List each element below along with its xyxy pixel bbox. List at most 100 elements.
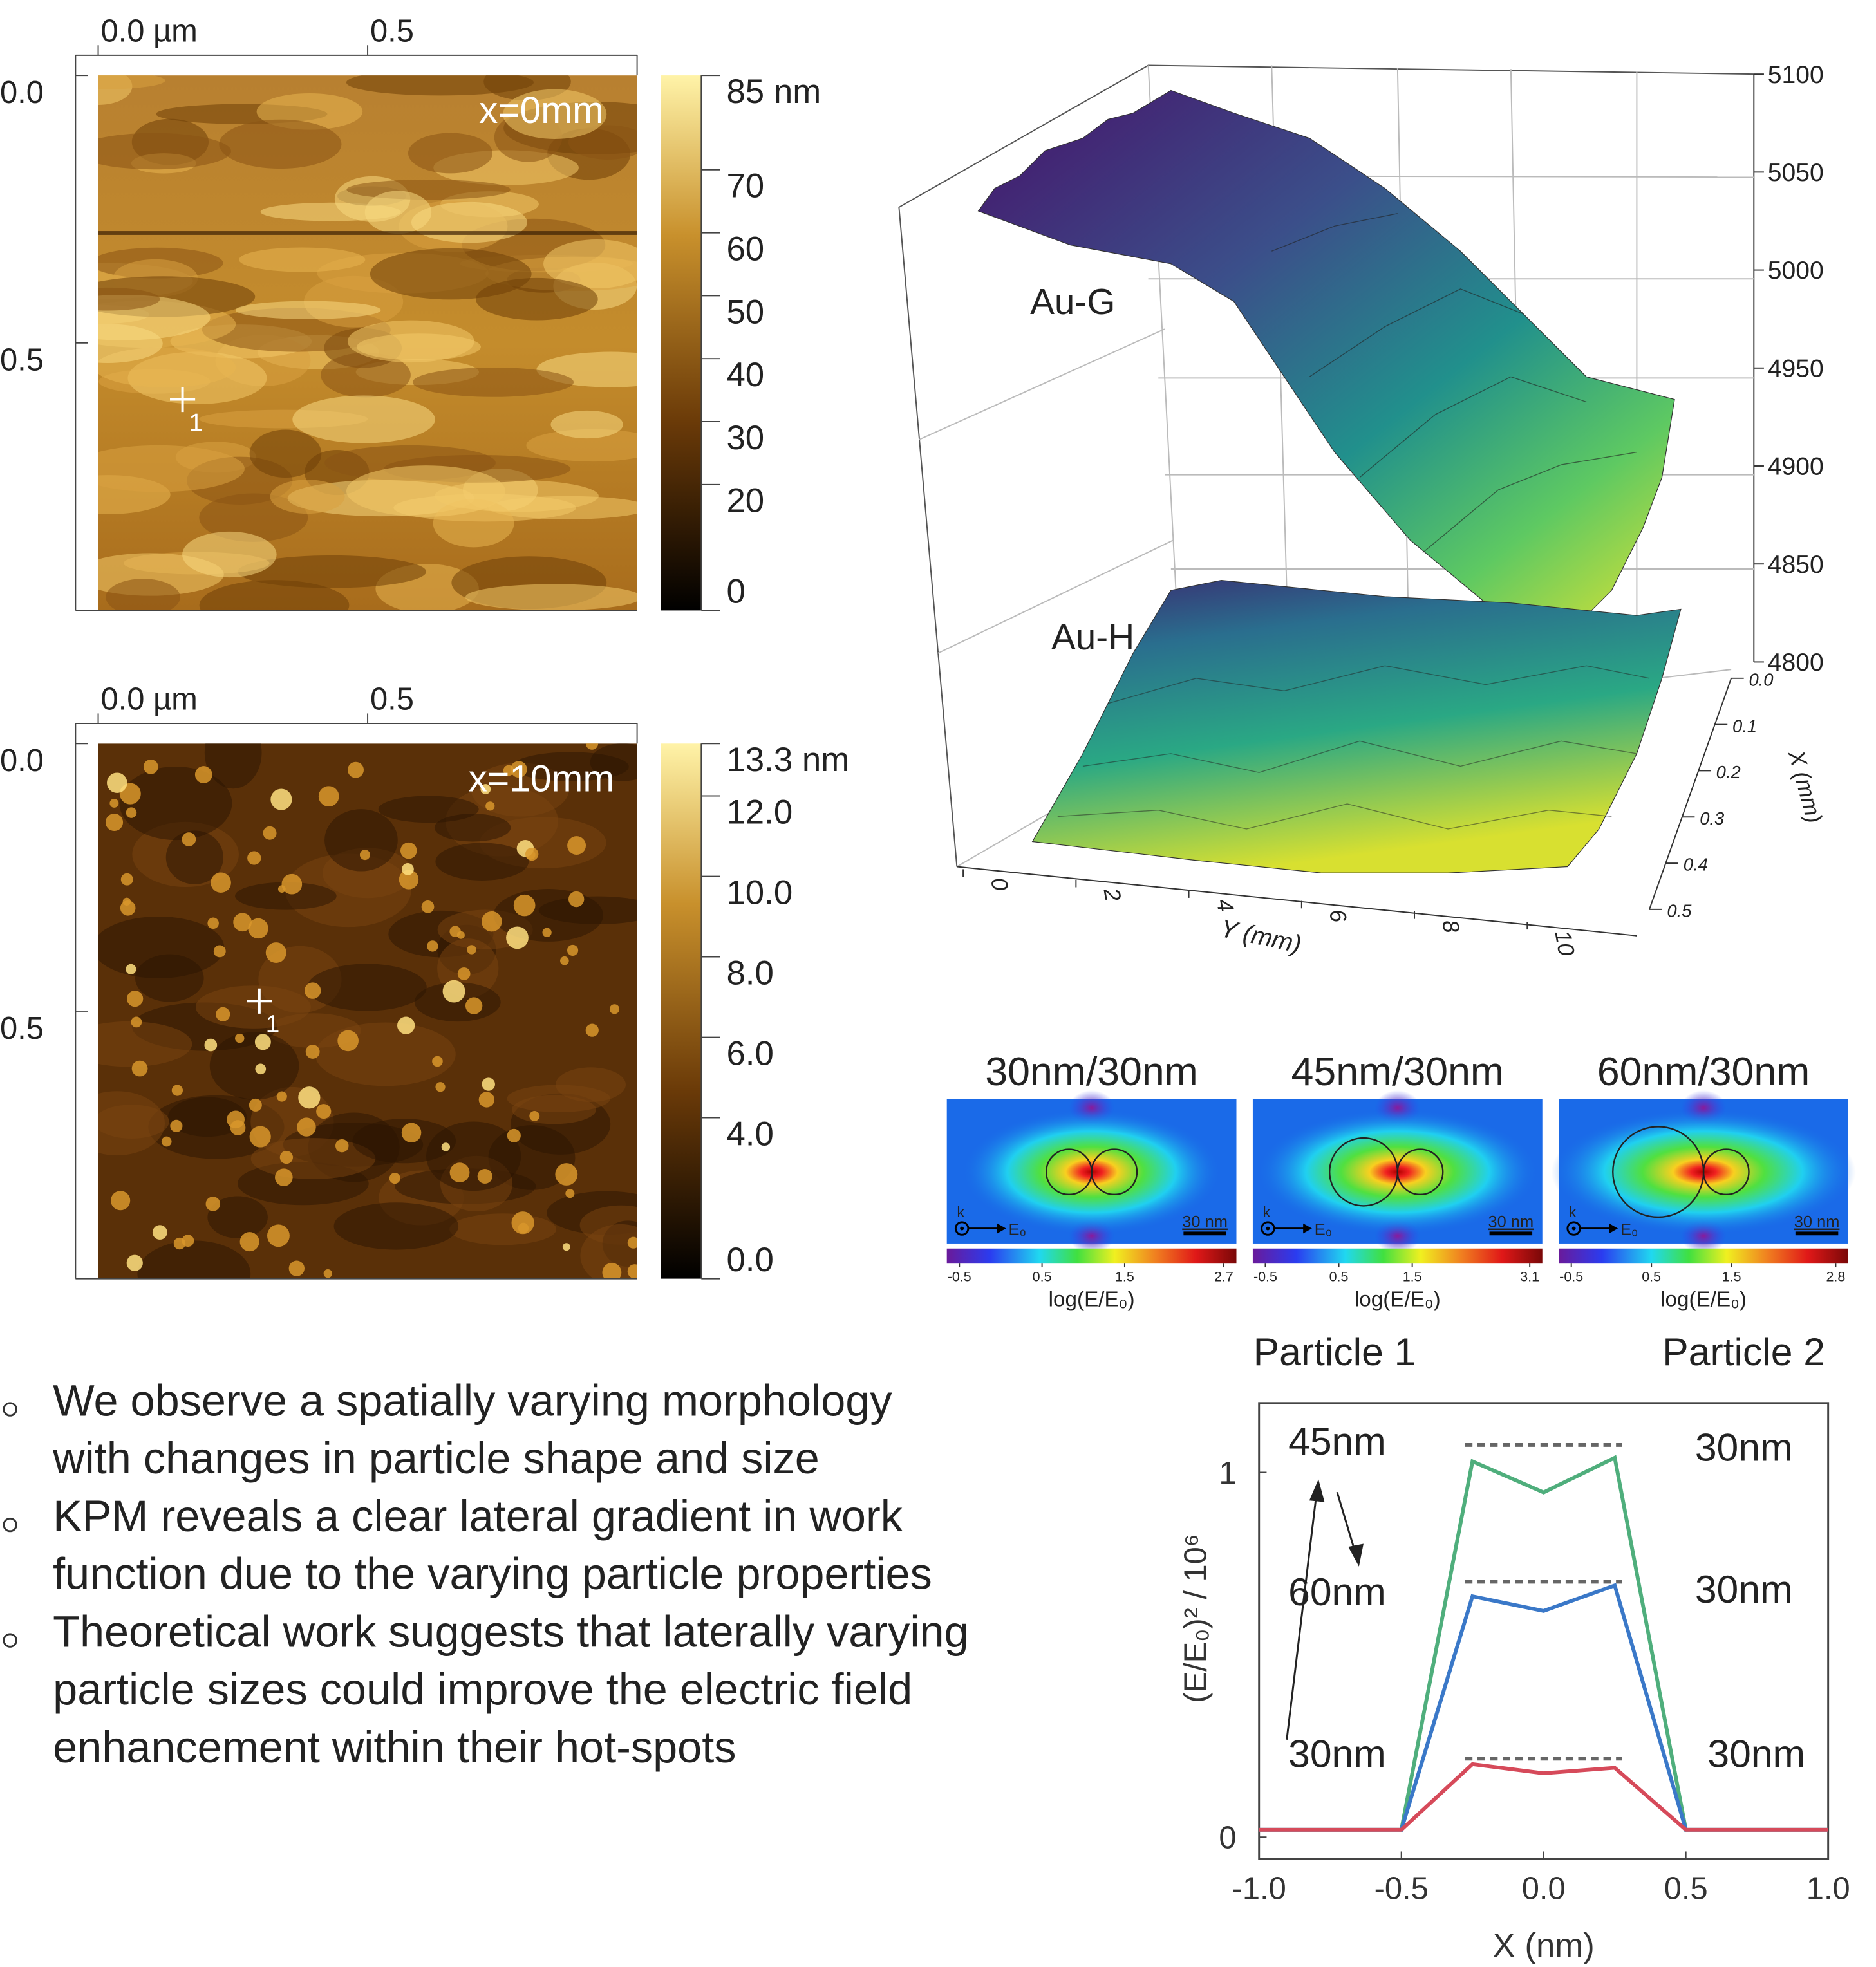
shade (119, 766, 232, 841)
grain (106, 579, 180, 611)
grain (408, 133, 493, 174)
particle (288, 1260, 305, 1276)
shade (165, 830, 223, 884)
particle (182, 1235, 194, 1247)
grain (465, 584, 637, 611)
grain (270, 480, 345, 514)
e-label: E₀ (1620, 1220, 1638, 1238)
shade (435, 843, 529, 881)
particle (131, 1016, 142, 1028)
grain (543, 239, 637, 289)
marker-label: 1 (266, 1011, 280, 1038)
shade (449, 1213, 557, 1245)
x-tick-label: 0.5 (370, 682, 414, 717)
particle (109, 798, 119, 808)
particle (255, 1063, 267, 1075)
colorbar-tick-label: 60 (726, 230, 764, 268)
particle (213, 945, 226, 958)
k-label: k (1569, 1204, 1577, 1220)
particle (565, 1189, 575, 1198)
particle (126, 964, 136, 974)
colorbar-tick-label: 50 (726, 293, 764, 331)
colorbar-tick-label: 6.0 (726, 1035, 773, 1073)
afm-texture (98, 743, 637, 1279)
particle (323, 1269, 333, 1278)
particle (478, 1092, 494, 1108)
y-tick-label: 0 (1219, 1821, 1236, 1856)
y-tick-label: 0.5 (0, 343, 44, 378)
particle (560, 956, 569, 965)
bullet-text: KPM reveals a clear lateral gradient in … (53, 1492, 903, 1541)
afm-image (98, 75, 637, 611)
particle (585, 743, 599, 750)
particle (510, 761, 527, 778)
shade (580, 1224, 637, 1279)
y-tick-label: 10 (1550, 929, 1579, 958)
z-tick-label: 4800 (1768, 649, 1824, 676)
shade (137, 1240, 251, 1279)
colorbar-tick-label: -0.5 (1253, 1269, 1277, 1285)
shade (98, 1021, 192, 1067)
y-axis-label: (E/E₀)² / 10⁶ (1179, 1534, 1214, 1703)
annotation: 30nm (1695, 1567, 1793, 1611)
grain (370, 248, 532, 300)
grain (98, 133, 231, 170)
colorbar (1252, 1248, 1543, 1264)
shade (204, 743, 262, 789)
x-tick-label: 0.0 (1522, 1872, 1566, 1906)
particle (432, 1056, 443, 1067)
particle (389, 1173, 400, 1184)
k-dot (960, 1226, 964, 1231)
colorbar-label: log(E/E₀) (1660, 1288, 1747, 1312)
particle (525, 847, 539, 861)
particle (170, 1119, 183, 1132)
particle (207, 917, 219, 929)
shade (235, 882, 337, 910)
colorbar-tick-label: 0.5 (1642, 1269, 1661, 1285)
particle (513, 894, 536, 917)
z-tick-label: 5000 (1768, 257, 1824, 284)
x-tick-label: 0.5 (1667, 901, 1692, 921)
grain (98, 75, 165, 89)
shade (333, 1202, 459, 1250)
particle (120, 873, 133, 886)
grain (364, 191, 432, 234)
particle (126, 1254, 143, 1271)
colorbar-tick-label: 40 (726, 356, 764, 394)
afm-image (98, 743, 637, 1279)
y-tick-label: 0 (986, 876, 1013, 893)
x-tick-label: -1.0 (1232, 1872, 1286, 1906)
shade (352, 1119, 456, 1164)
particle (359, 850, 370, 861)
colorbar-tick-label: 1.5 (1403, 1269, 1422, 1285)
particle (465, 997, 483, 1014)
shade (168, 1097, 247, 1137)
particle (270, 788, 292, 810)
annotation: 60nm (1288, 1570, 1386, 1614)
particle (529, 1110, 540, 1121)
bullet-text: function due to the varying particle pro… (53, 1550, 932, 1599)
y-tick-label: 6 (1324, 908, 1351, 924)
colorbar-tick-label: 2.8 (1826, 1269, 1845, 1285)
colorbar-tick-label: 0.5 (1033, 1269, 1052, 1285)
particle (542, 928, 552, 937)
annotation: Particle 2 (1662, 1330, 1825, 1374)
shade (307, 964, 427, 1011)
particle (298, 1086, 321, 1109)
particle (401, 1123, 422, 1143)
surface-au-h (1031, 579, 1682, 873)
field-map (1551, 1090, 1856, 1254)
marker (170, 387, 196, 413)
particle (194, 766, 212, 783)
x-axis-label: X (mm) (1783, 747, 1827, 826)
annotation: x=0mm (479, 89, 604, 131)
grain (249, 429, 322, 478)
particle (427, 940, 438, 952)
particle (399, 870, 419, 890)
series-line (1259, 1762, 1828, 1832)
annotation: Particle 1 (1253, 1330, 1416, 1374)
grain (199, 580, 350, 611)
particle (254, 1034, 271, 1050)
colorbar-tick-label: 13.3 nm (726, 741, 849, 779)
particle (442, 980, 465, 1003)
